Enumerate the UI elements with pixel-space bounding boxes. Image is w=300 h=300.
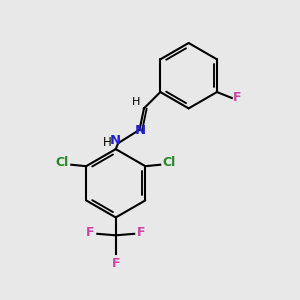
Text: N: N [135, 124, 146, 137]
Text: F: F [112, 257, 120, 270]
Text: Cl: Cl [56, 156, 69, 170]
Text: Cl: Cl [163, 156, 176, 170]
Text: F: F [233, 92, 242, 104]
Text: H: H [102, 136, 111, 149]
Text: N: N [110, 134, 121, 147]
Text: H: H [131, 97, 140, 107]
Text: F: F [86, 226, 94, 239]
Text: F: F [137, 226, 146, 239]
